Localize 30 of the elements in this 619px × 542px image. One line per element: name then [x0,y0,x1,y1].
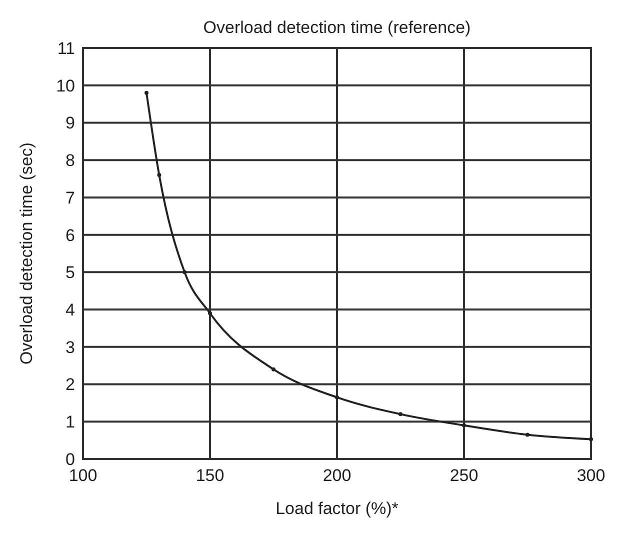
y-tick-label: 7 [66,188,75,208]
y-tick-label: 4 [66,300,75,320]
x-axis-title: Load factor (%)* [276,499,399,518]
y-tick-label: 3 [66,338,75,357]
y-tick-label: 0 [66,450,75,469]
y-tick-label: 8 [66,151,75,170]
x-tick-label: 100 [68,466,98,485]
point [335,395,339,400]
point [144,90,148,95]
point [526,432,530,437]
y-tick-label: 9 [66,114,75,133]
point [182,270,187,274]
y-tick-label: 2 [66,375,75,394]
x-tick-label: 200 [322,466,352,485]
y-tick-label: 5 [66,263,75,282]
x-tick-label: 150 [196,466,224,485]
y-tick-label: 1 [66,412,75,432]
point [272,367,276,372]
x-tick-label: 300 [576,466,606,485]
y-tick-label: 10 [56,76,75,96]
y-tick-label: 11 [57,38,75,58]
point [589,437,593,442]
y-axis-title: Overload detection time (sec) [17,142,36,365]
point [462,423,466,428]
x-tick-label: 250 [450,466,478,485]
y-tick-label: 6 [66,226,75,245]
chart-title: Overload detection time (reference) [203,18,471,37]
point [208,311,212,316]
point [398,412,402,416]
point [157,173,162,178]
